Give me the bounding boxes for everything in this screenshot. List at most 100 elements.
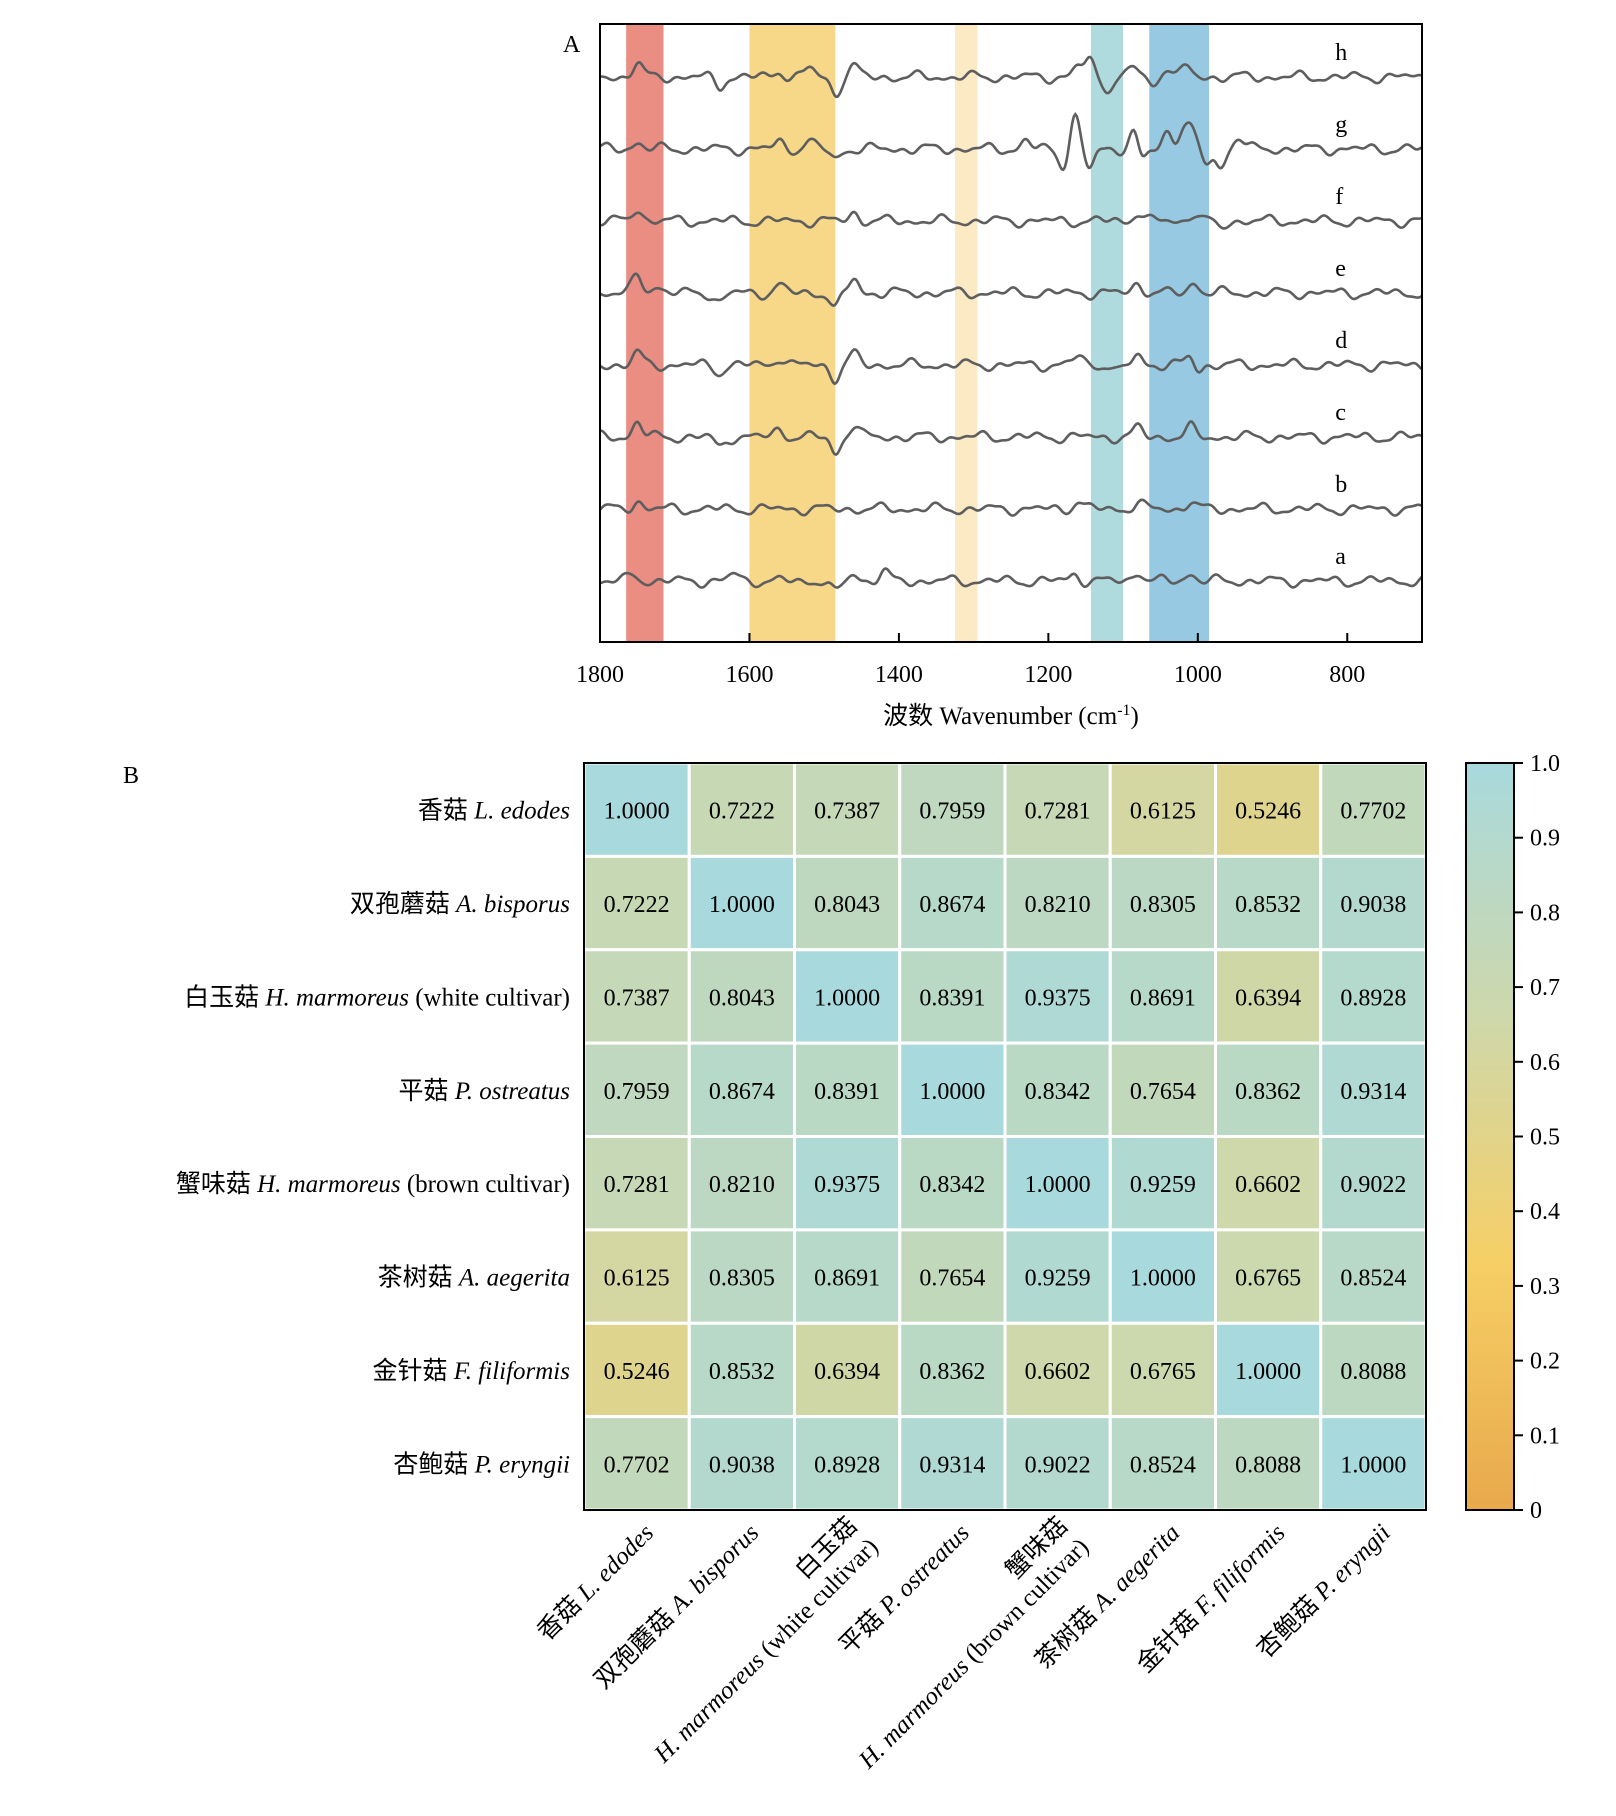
- heatmap-cell-value: 0.8342: [919, 1172, 985, 1198]
- heatmap-cell-value: 1.0000: [604, 799, 670, 825]
- heatmap-cell-value: 1.0000: [709, 892, 775, 918]
- heatmap-cell-value: 0.8928: [1340, 985, 1406, 1011]
- heatmap-cell-value: 0.8210: [709, 1172, 775, 1198]
- heatmap-cell-value: 0.9038: [709, 1452, 775, 1478]
- heatmap-cell-value: 1.0000: [1235, 1359, 1301, 1385]
- colorbar-tick-label: 0.4: [1530, 1199, 1560, 1225]
- heatmap-cell-value: 0.8043: [709, 985, 775, 1011]
- heatmap-cell-value: 0.7702: [604, 1452, 670, 1478]
- colorbar-tick-label: 0.5: [1530, 1125, 1560, 1151]
- spectrum-line-h: [600, 57, 1422, 97]
- x-tick-label: 1800: [576, 662, 624, 688]
- heatmap-cell-value: 0.8342: [1025, 1079, 1091, 1105]
- panel-label-b: B: [123, 763, 139, 789]
- heatmap-cell-value: 0.7702: [1340, 799, 1406, 825]
- colorbar-tick-label: 1.0: [1530, 751, 1560, 777]
- heatmap-cell-value: 0.8391: [814, 1079, 880, 1105]
- heatmap-cell-value: 1.0000: [814, 985, 880, 1011]
- heatmap-cell-value: 0.8524: [1340, 1266, 1406, 1292]
- heatmap-cell-value: 0.9259: [1025, 1266, 1091, 1292]
- spectrum-line-d: [600, 350, 1422, 384]
- heatmap-cell-value: 0.7959: [919, 799, 985, 825]
- spectrum-label-e: e: [1335, 256, 1346, 282]
- heatmap-cell-value: 0.8691: [814, 1266, 880, 1292]
- band-3: [1091, 24, 1123, 642]
- heatmap-cell-value: 0.7281: [604, 1172, 670, 1198]
- spectrum-line-a: [600, 569, 1422, 588]
- row-label: 蟹味菇 H. marmoreus (brown cultivar): [176, 1170, 570, 1198]
- highlight-bands: [626, 24, 1209, 642]
- row-label: 平菇 P. ostreatus: [398, 1077, 570, 1105]
- row-label: 茶树菇 A. aegerita: [378, 1264, 570, 1292]
- spectrum-label-b: b: [1335, 472, 1347, 498]
- spectrum-line-g: [600, 114, 1422, 169]
- spectra-lines: h g f e d c b a: [600, 40, 1422, 588]
- heatmap-cell-value: 0.9314: [1340, 1079, 1406, 1105]
- heatmap-cell-value: 0.8305: [1130, 892, 1196, 918]
- band-1: [749, 24, 835, 642]
- heatmap-cell-value: 0.9375: [1025, 985, 1091, 1011]
- heatmap-cell-value: 0.8362: [919, 1359, 985, 1385]
- heatmap-cell-value: 1.0000: [1025, 1172, 1091, 1198]
- svg-text:平菇 P. ostreatus: 平菇 P. ostreatus: [834, 1519, 975, 1660]
- colorbar-gradient: [1466, 763, 1514, 1510]
- spectrum-label-h: h: [1335, 40, 1347, 66]
- colorbar-tick-label: 0.2: [1530, 1349, 1560, 1375]
- column-label: 平菇 P. ostreatus: [834, 1519, 975, 1660]
- spectrum-line-c: [600, 422, 1422, 455]
- spectrum-label-a: a: [1335, 544, 1346, 570]
- heatmap-cell-value: 0.8088: [1340, 1359, 1406, 1385]
- colorbar-tick-label: 0.3: [1530, 1274, 1560, 1300]
- row-label: 双孢蘑菇 A. bisporus: [350, 890, 570, 918]
- heatmap-cell-value: 0.6602: [1025, 1359, 1091, 1385]
- heatmap-cell-value: 0.7281: [1025, 799, 1091, 825]
- heatmap-cell-value: 0.6765: [1235, 1266, 1301, 1292]
- heatmap-cell-value: 0.8524: [1130, 1452, 1196, 1478]
- heatmap-cell-value: 0.8088: [1235, 1452, 1301, 1478]
- x-axis-label: 波数 Wavenumber (cm-1): [883, 702, 1139, 730]
- heatmap-cell-value: 0.9375: [814, 1172, 880, 1198]
- spectrum-line-e: [600, 274, 1422, 306]
- heatmap-row-labels: 香菇 L. edodes 双孢蘑菇 A. bisporus 白玉菇 H. marmo…: [176, 797, 570, 1479]
- spectrum-label-c: c: [1335, 400, 1346, 426]
- colorbar-tick-label: 0: [1530, 1498, 1542, 1524]
- heatmap-cell-value: 0.8928: [814, 1452, 880, 1478]
- row-label: 白玉菇 H. marmoreus (white cultivar): [184, 983, 570, 1011]
- spectra-panel: A h g f e d c b a 1800 1600 1400 1200 1000 800 波数 Wa…: [563, 24, 1422, 730]
- plot-frame: [600, 24, 1422, 642]
- heatmap-cell-value: 0.8532: [709, 1359, 775, 1385]
- x-tick-label: 800: [1329, 662, 1365, 688]
- heatmap-cell-value: 0.6602: [1235, 1172, 1301, 1198]
- heatmap-cell-value: 0.9022: [1340, 1172, 1406, 1198]
- heatmap-cell-value: 1.0000: [1340, 1452, 1406, 1478]
- panel-label-a: A: [563, 32, 581, 58]
- band-0: [626, 24, 663, 642]
- band-2: [955, 24, 977, 642]
- colorbar-tick-label: 0.7: [1530, 975, 1560, 1001]
- row-label: 香菇 L. edodes: [418, 797, 570, 825]
- heatmap-cell-value: 0.7654: [1130, 1079, 1196, 1105]
- heatmap-cell-value: 1.0000: [1130, 1266, 1196, 1292]
- heatmap-cell-value: 0.8391: [919, 985, 985, 1011]
- heatmap-cell-value: 0.6394: [1235, 985, 1301, 1011]
- row-label: 金针菇 F. filiformis: [372, 1357, 570, 1385]
- heatmap-panel: B 1.0000 0.7222 0.7387 0.7959 0.7281 0.6125 0.…: [123, 751, 1560, 1775]
- heatmap-cell-value: 0.8210: [1025, 892, 1091, 918]
- heatmap-cell-value: 0.7387: [604, 985, 670, 1011]
- heatmap-cell-value: 0.8674: [709, 1079, 775, 1105]
- heatmap-cell-value: 0.6765: [1130, 1359, 1196, 1385]
- spectrum-label-d: d: [1335, 328, 1347, 354]
- heatmap-cell-value: 0.7959: [604, 1079, 670, 1105]
- heatmap-cells: 1.0000 0.7222 0.7387 0.7959 0.7281 0.6125 0.52…: [584, 763, 1426, 1510]
- heatmap-cell-value: 0.8674: [919, 892, 985, 918]
- heatmap-cell-value: 0.7387: [814, 799, 880, 825]
- heatmap-cell-value: 0.8532: [1235, 892, 1301, 918]
- heatmap-cell-value: 0.8691: [1130, 985, 1196, 1011]
- heatmap-cell-value: 0.9022: [1025, 1452, 1091, 1478]
- heatmap-cell-value: 0.7222: [709, 799, 775, 825]
- colorbar-tick-label: 0.6: [1530, 1050, 1560, 1076]
- spectrum-line-f: [600, 212, 1422, 229]
- figure: A hgfedcba 1800 1600 1400 1200 1000 800 波数 Wa…: [0, 0, 1616, 1816]
- heatmap-cell-value: 0.5246: [1235, 799, 1301, 825]
